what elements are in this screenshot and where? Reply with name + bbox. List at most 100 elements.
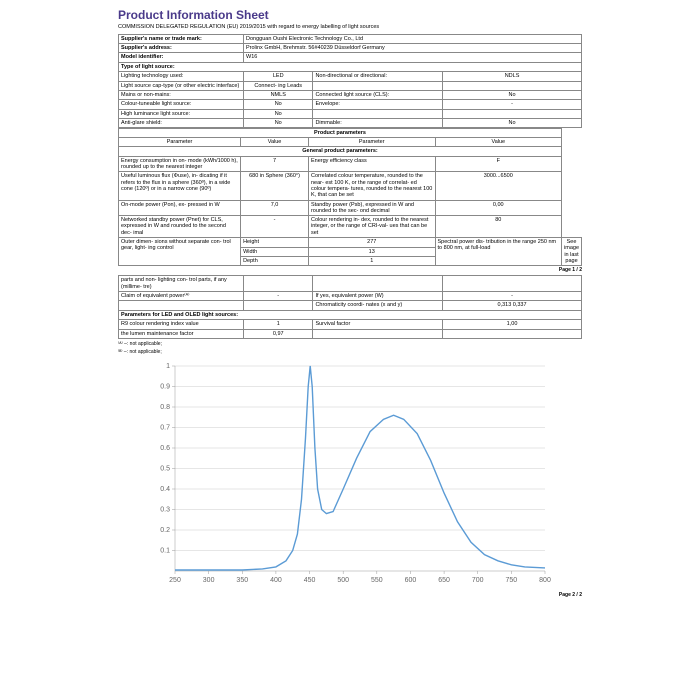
type-label: Type of light source: — [119, 63, 582, 72]
param-label: Mains or non-mains: — [119, 90, 244, 99]
param-label: parts and non- lighting con- trol parts,… — [119, 276, 244, 292]
param-value: 13 — [308, 247, 435, 256]
param-label: Energy consumption in on- mode (kWh/1000… — [119, 156, 241, 172]
header-value: Dongguan Oushi Electronic Technology Co.… — [244, 34, 582, 43]
param-label: R9 colour rendering index value — [119, 320, 244, 329]
regulation-subtitle: COMMISSION DELEGATED REGULATION (EU) 201… — [118, 24, 582, 31]
param-label: Non-directional or directional: — [313, 72, 443, 81]
svg-text:0.8: 0.8 — [160, 404, 170, 411]
param-label: Colour-tuneable light source: — [119, 100, 244, 109]
param-label: Chromaticity coordi- nates (x and y) — [313, 301, 443, 310]
svg-text:650: 650 — [438, 577, 450, 584]
svg-text:600: 600 — [405, 577, 417, 584]
svg-text:800: 800 — [539, 577, 551, 584]
param-value — [244, 301, 313, 310]
param-label: High luminance light source: — [119, 109, 244, 118]
param-value: 680 in Sphere (360°) — [241, 172, 309, 200]
param-value: Connect- ing Leads — [244, 81, 313, 90]
svg-text:0.3: 0.3 — [160, 507, 170, 514]
spectral-chart: 0.10.20.30.40.50.60.70.80.91250300350400… — [118, 361, 582, 591]
param-value: LED — [244, 72, 313, 81]
param-value: 1,00 — [443, 320, 582, 329]
param-value: - — [443, 100, 582, 109]
param-label: Claim of equivalent power⁽ᴬ⁾ — [119, 291, 244, 300]
param-value: - — [241, 216, 309, 238]
param-label: Useful luminous flux (Φuse), in- dicatin… — [119, 172, 241, 200]
footnote-a: ⁽ᴬ⁾ –: not applicable; — [118, 341, 582, 347]
header-table: Supplier's name or trade mark:Dongguan O… — [118, 34, 582, 63]
svg-text:0.9: 0.9 — [160, 384, 170, 391]
svg-text:1: 1 — [166, 363, 170, 370]
svg-text:550: 550 — [371, 577, 383, 584]
param-value: 0,97 — [244, 329, 313, 338]
svg-text:0.7: 0.7 — [160, 425, 170, 432]
param-value: NMLS — [244, 90, 313, 99]
tail-table: parts and non- lighting con- trol parts,… — [118, 275, 582, 310]
svg-text:0.1: 0.1 — [160, 548, 170, 555]
param-value: 7,0 — [241, 200, 309, 216]
param-value: 0,00 — [435, 200, 562, 216]
param-label: If yes, equivalent power (W) — [313, 291, 443, 300]
header-label: Model identifier: — [119, 53, 244, 62]
param-value: No — [244, 109, 313, 118]
param-value: 80 — [435, 216, 562, 238]
header-label: Supplier's address: — [119, 43, 244, 52]
param-label: Connected light source (CLS): — [313, 90, 443, 99]
param-label — [313, 276, 443, 292]
svg-text:0.2: 0.2 — [160, 527, 170, 534]
param-value: No — [244, 100, 313, 109]
page-number-2: Page 2 / 2 — [118, 592, 582, 598]
param-value: 3000...6500 — [435, 172, 562, 200]
param-value: 1 — [244, 320, 313, 329]
param-label: Lighting technology used: — [119, 72, 244, 81]
param-value: No — [443, 118, 582, 127]
svg-text:750: 750 — [506, 577, 518, 584]
param-label — [313, 81, 443, 90]
param-value — [443, 109, 582, 118]
header-value: Prolinx GmbH, Brehmstr. 56#40239 Düsseld… — [244, 43, 582, 52]
param-value: 277 — [308, 238, 435, 247]
param-value: 7 — [241, 156, 309, 172]
led-table: Parameters for LED and OLED light source… — [118, 310, 582, 339]
param-value — [244, 276, 313, 292]
param-value: No — [244, 118, 313, 127]
param-value: - — [443, 291, 582, 300]
pp-title: Product parameters — [119, 128, 562, 137]
param-label: Standby power (Psb), expressed in W and … — [308, 200, 435, 216]
param-label: the lumen maintenance factor — [119, 329, 244, 338]
param-value: See image in last page — [562, 238, 582, 266]
svg-text:0.6: 0.6 — [160, 445, 170, 452]
led-title: Parameters for LED and OLED light source… — [119, 311, 582, 320]
param-label: Outer dimen- sions without separate con-… — [119, 238, 241, 266]
param-value: - — [244, 291, 313, 300]
param-label: Spectral power dis- tribution in the ran… — [435, 238, 562, 266]
param-label — [119, 301, 244, 310]
param-label — [313, 329, 443, 338]
param-value — [443, 276, 582, 292]
header-value: W16 — [244, 53, 582, 62]
param-label: On-mode power (Pon), ex- pressed in W — [119, 200, 241, 216]
svg-text:400: 400 — [270, 577, 282, 584]
param-value: 0,313 0,337 — [443, 301, 582, 310]
svg-text:300: 300 — [203, 577, 215, 584]
page-title: Product Information Sheet — [118, 8, 582, 22]
param-value: No — [443, 90, 582, 99]
gpp-title: General product parameters: — [119, 147, 562, 156]
product-params-table: Product parameters Parameter Value Param… — [118, 128, 582, 267]
param-label: Envelope: — [313, 100, 443, 109]
param-sublabel: Height — [241, 238, 309, 247]
param-value — [443, 329, 582, 338]
svg-text:0.5: 0.5 — [160, 466, 170, 473]
svg-text:700: 700 — [472, 577, 484, 584]
param-sublabel: Depth — [241, 256, 309, 265]
param-sublabel: Width — [241, 247, 309, 256]
param-label: Correlated colour temperature, rounded t… — [308, 172, 435, 200]
header-label: Supplier's name or trade mark: — [119, 34, 244, 43]
svg-text:500: 500 — [337, 577, 349, 584]
svg-text:250: 250 — [169, 577, 181, 584]
svg-text:450: 450 — [304, 577, 316, 584]
page-number-1: Page 1 / 2 — [118, 267, 582, 273]
param-label: Dimmable: — [313, 118, 443, 127]
param-value: NDLS — [443, 72, 582, 81]
param-label: Colour rendering in- dex, rounded to the… — [308, 216, 435, 238]
